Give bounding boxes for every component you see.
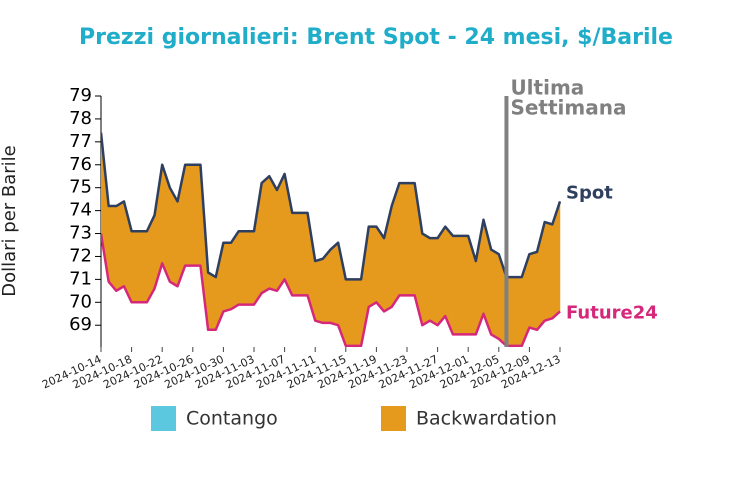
- y-tick-label: 75: [69, 177, 92, 198]
- spread-area: [192, 164, 201, 266]
- spread-area: [368, 226, 377, 308]
- spread-area: [529, 251, 538, 331]
- y-tick-label: 79: [69, 85, 92, 106]
- spread-area: [429, 237, 438, 326]
- spread-area: [269, 175, 278, 292]
- spread-area: [399, 182, 408, 296]
- spread-area: [246, 230, 255, 305]
- spread-area: [223, 242, 232, 312]
- spread-area: [322, 248, 331, 324]
- y-tick-label: 71: [69, 268, 92, 289]
- spread-area: [314, 258, 324, 324]
- spread-area: [406, 182, 415, 296]
- annotation-text: Ultima: [510, 76, 584, 100]
- spread-area: [376, 225, 385, 313]
- spread-area: [460, 235, 469, 335]
- spread-area: [345, 279, 354, 347]
- series-line: [101, 233, 561, 347]
- y-tick-label: 70: [69, 291, 92, 312]
- legend-label: Backwardation: [416, 408, 557, 430]
- series-line: [101, 132, 561, 281]
- spread-area: [169, 186, 178, 287]
- y-tick-label: 73: [69, 223, 92, 244]
- spread-area: [261, 175, 270, 294]
- y-tick-label: 74: [69, 200, 92, 221]
- annotation-text: Settimana: [510, 96, 626, 120]
- spread-area: [108, 205, 117, 292]
- spread-area: [437, 225, 446, 326]
- spread-area: [276, 173, 285, 292]
- y-tick-label: 77: [69, 131, 92, 152]
- y-tick-label: 76: [69, 154, 92, 175]
- spread-area: [207, 272, 216, 331]
- series-label: Future24: [566, 302, 658, 323]
- spread-area: [299, 212, 308, 296]
- y-tick-label: 72: [69, 245, 92, 266]
- y-tick-label: 69: [69, 314, 92, 335]
- spread-area: [116, 201, 125, 292]
- y-tick-label: 78: [69, 108, 92, 129]
- spread-area: [422, 233, 431, 326]
- spread-area: [452, 235, 461, 335]
- spread-area: [292, 212, 301, 296]
- legend-swatch: [151, 406, 176, 431]
- spread-area: [139, 230, 148, 303]
- spread-area: [544, 221, 553, 321]
- y-axis-label: Dollari per Barile: [0, 145, 20, 297]
- spread-area: [131, 230, 140, 303]
- chart-title: Prezzi giornalieri: Brent Spot - 24 mesi…: [79, 25, 673, 50]
- spread-area: [513, 276, 522, 347]
- spread-area: [490, 249, 500, 340]
- series-label: Spot: [566, 182, 613, 203]
- legend-swatch: [381, 406, 406, 431]
- plot-area: [101, 132, 561, 347]
- spread-area: [238, 230, 247, 305]
- spread-area: [330, 242, 339, 326]
- spread-area: [184, 164, 194, 266]
- spread-area: [353, 279, 362, 347]
- legend-label: Contango: [186, 408, 278, 430]
